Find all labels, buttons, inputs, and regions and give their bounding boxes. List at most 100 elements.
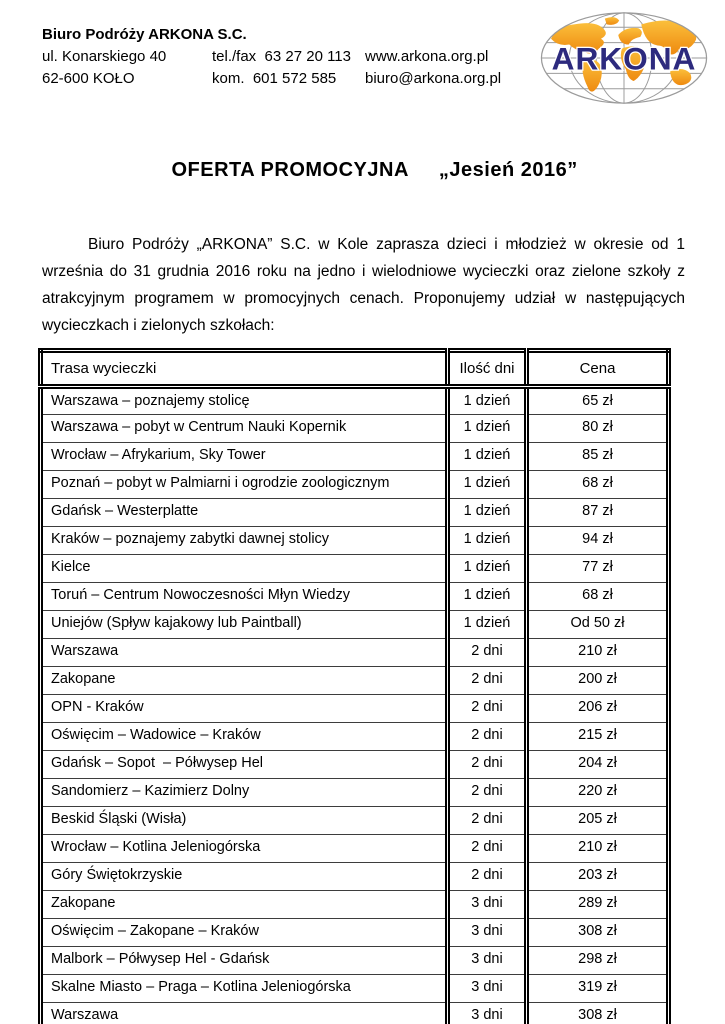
column-header-days: Ilość dni — [445, 350, 527, 389]
cell-route: Kielce — [40, 554, 448, 583]
cell-price: 203 zł — [524, 862, 669, 891]
cell-days: 1 dzień — [445, 498, 527, 527]
cell-days: 2 dni — [445, 806, 527, 835]
address-city: 62-600 KOŁO — [42, 70, 135, 87]
cell-route: Gdańsk – Westerplatte — [40, 498, 448, 527]
table-row: Poznań – pobyt w Palmiarni i ogrodzie zo… — [40, 470, 669, 499]
column-header-price: Cena — [524, 350, 669, 389]
table-row: Skalne Miasto – Praga – Kotlina Jeleniog… — [40, 974, 669, 1003]
cell-days: 3 dni — [445, 918, 527, 947]
cell-route: Poznań – pobyt w Palmiarni i ogrodzie zo… — [40, 470, 448, 499]
table-row: Sandomierz – Kazimierz Dolny 2 dni 220 z… — [40, 778, 669, 807]
title-offer: OFERTA PROMOCYJNA — [171, 159, 409, 181]
cell-days: 2 dni — [445, 694, 527, 723]
cell-route: Skalne Miasto – Praga – Kotlina Jeleniog… — [40, 974, 448, 1003]
cell-price: 215 zł — [524, 722, 669, 751]
cell-price: 68 zł — [524, 470, 669, 499]
table-row: Malbork – Półwysep Hel - Gdańsk 3 dni 29… — [40, 946, 669, 975]
cell-route: Wrocław – Afrykarium, Sky Tower — [40, 442, 448, 471]
cell-price: 210 zł — [524, 638, 669, 667]
cell-price: 204 zł — [524, 750, 669, 779]
company-name: Biuro Podróży ARKONA S.C. — [42, 26, 247, 43]
letterhead: Biuro Podróży ARKONA S.C. ul. Konarskieg… — [0, 0, 725, 106]
table-header-row: Trasa wycieczki Ilość dni Cena — [40, 350, 669, 389]
email-text: biuro@arkona.org.pl — [365, 70, 502, 87]
cell-route: Zakopane — [40, 666, 448, 695]
intro-paragraph: Biuro Podróży „ARKONA” S.C. w Kole zapra… — [42, 236, 685, 334]
logo-wordmark: ARKONA — [552, 41, 697, 77]
table-row: Warszawa 2 dni 210 zł — [40, 638, 669, 667]
document-title: OFERTA PROMOCYJNA „Jesień 2016” — [0, 136, 725, 205]
cell-price: 80 zł — [524, 414, 669, 443]
table-row: Warszawa – pobyt w Centrum Nauki Koperni… — [40, 414, 669, 443]
offer-table: Trasa wycieczki Ilość dni Cena Warszawa … — [38, 348, 671, 1024]
table-row: Góry Świętokrzyskie 2 dni 203 zł — [40, 862, 669, 891]
phone-mobile: kom. 601 572 585 — [212, 70, 337, 87]
arkona-logo: ARKONA — [537, 10, 711, 106]
table-row: Kraków – poznajemy zabytki dawnej stolic… — [40, 526, 669, 555]
cell-route: Uniejów (Spływ kajakowy lub Paintball) — [40, 610, 448, 639]
globe-map-icon: ARKONA — [540, 12, 708, 104]
cell-days: 2 dni — [445, 722, 527, 751]
table-row: Uniejów (Spływ kajakowy lub Paintball) 1… — [40, 610, 669, 639]
cell-route: Warszawa – poznajemy stolicę — [51, 393, 250, 409]
cell-price: 68 zł — [524, 582, 669, 611]
column-header-route: Trasa wycieczki — [40, 350, 448, 389]
cell-route: Malbork – Półwysep Hel - Gdańsk — [40, 946, 448, 975]
title-season: „Jesień 2016” — [438, 159, 578, 181]
table-row: Oświęcim – Wadowice – Kraków 2 dni 215 z… — [40, 722, 669, 751]
cell-price: 77 zł — [524, 554, 669, 583]
table-row: Gdańsk – Sopot – Półwysep Hel 2 dni 204 … — [40, 750, 669, 779]
cell-days: 1 dzień — [445, 414, 527, 443]
cell-route: Oświęcim – Wadowice – Kraków — [40, 722, 448, 751]
cell-price: 87 zł — [524, 498, 669, 527]
cell-route: Warszawa — [40, 638, 448, 667]
table-row: Toruń – Centrum Nowoczesności Młyn Wiedz… — [40, 582, 669, 611]
cell-days: 2 dni — [445, 862, 527, 891]
cell-price: 85 zł — [524, 442, 669, 471]
phone-fax: tel./fax 63 27 20 113 — [212, 48, 351, 65]
cell-route: Beskid Śląski (Wisła) — [40, 806, 448, 835]
table-row: Beskid Śląski (Wisła) 2 dni 205 zł — [40, 806, 669, 835]
cell-price: 65 zł — [524, 386, 669, 415]
table-row: Wrocław – Afrykarium, Sky Tower 1 dzień … — [40, 442, 669, 471]
table-row: Oświęcim – Zakopane – Kraków 3 dni 308 z… — [40, 918, 669, 947]
cell-days: 3 dni — [445, 890, 527, 919]
cell-days: 2 dni — [445, 666, 527, 695]
table-row: Gdańsk – Westerplatte 1 dzień 87 zł — [40, 498, 669, 527]
cell-route: Warszawa — [40, 1002, 448, 1024]
cell-days: 2 dni — [445, 778, 527, 807]
cell-route: Warszawa – pobyt w Centrum Nauki Koperni… — [40, 414, 448, 443]
table-row: Zakopane 3 dni 289 zł — [40, 890, 669, 919]
cell-price: 319 zł — [524, 974, 669, 1003]
cell-days: 1 dzień — [445, 526, 527, 555]
cell-price: 308 zł — [524, 1002, 669, 1024]
cell-route: OPN - Kraków — [40, 694, 448, 723]
cell-days: 1 dzień — [445, 582, 527, 611]
table-row: Wrocław – Kotlina Jeleniogórska 2 dni 21… — [40, 834, 669, 863]
cell-route: Gdańsk – Sopot – Półwysep Hel — [40, 750, 448, 779]
cell-days: 1 dzień — [445, 554, 527, 583]
cell-route: Kraków – poznajemy zabytki dawnej stolic… — [40, 526, 448, 555]
cell-route: Zakopane — [40, 890, 448, 919]
table-row: Warszawa – poznajemy stolicę 1 dzień 65 … — [41, 386, 669, 415]
table-row: Kielce 1 dzień 77 zł — [40, 554, 669, 583]
offer-table-wrap: Trasa wycieczki Ilość dni Cena Warszawa … — [38, 348, 725, 1024]
cell-price: 210 zł — [524, 834, 669, 863]
cell-days: 3 dni — [445, 974, 527, 1003]
cell-days: 3 dni — [445, 1002, 527, 1024]
cell-days: 2 dni — [445, 638, 527, 667]
cell-route: Sandomierz – Kazimierz Dolny — [40, 778, 448, 807]
cell-price: Od 50 zł — [524, 610, 669, 639]
table-row: Warszawa 3 dni 308 zł — [40, 1002, 669, 1024]
cell-price: 220 zł — [524, 778, 669, 807]
contact-info: ul. Konarskiego 40 tel./fax 63 27 20 113… — [42, 46, 522, 90]
cell-price: 289 zł — [524, 890, 669, 919]
cell-days: 1 dzień — [445, 610, 527, 639]
cell-days: 1 dzień — [445, 386, 527, 415]
cell-price: 298 zł — [524, 946, 669, 975]
cell-route: Góry Świętokrzyskie — [40, 862, 448, 891]
cell-route: Toruń – Centrum Nowoczesności Młyn Wiedz… — [40, 582, 448, 611]
cell-days: 1 dzień — [445, 470, 527, 499]
